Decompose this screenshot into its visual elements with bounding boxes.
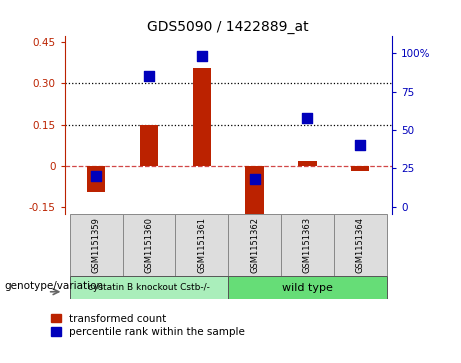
Bar <box>298 161 317 166</box>
Text: cystatin B knockout Cstb-/-: cystatin B knockout Cstb-/- <box>88 283 210 292</box>
Bar <box>140 125 158 166</box>
Legend: transformed count, percentile rank within the sample: transformed count, percentile rank withi… <box>51 314 245 337</box>
Bar <box>87 166 106 192</box>
Text: wild type: wild type <box>282 283 333 293</box>
Text: GSM1151360: GSM1151360 <box>144 217 154 273</box>
Bar <box>228 276 387 299</box>
Bar <box>281 214 334 276</box>
Point <box>145 73 153 79</box>
Text: GSM1151362: GSM1151362 <box>250 217 259 273</box>
Bar <box>175 214 228 276</box>
Point <box>198 53 206 59</box>
Bar <box>351 166 369 171</box>
Text: GSM1151364: GSM1151364 <box>356 217 365 273</box>
Bar <box>70 214 123 276</box>
Title: GDS5090 / 1422889_at: GDS5090 / 1422889_at <box>148 20 309 34</box>
Point <box>251 176 258 182</box>
Bar <box>228 214 281 276</box>
Bar <box>334 214 387 276</box>
Point <box>93 173 100 179</box>
Text: GSM1151359: GSM1151359 <box>92 217 100 273</box>
Text: GSM1151363: GSM1151363 <box>303 217 312 273</box>
Bar <box>123 214 175 276</box>
Point <box>356 142 364 148</box>
Bar <box>70 276 228 299</box>
Text: genotype/variation: genotype/variation <box>5 281 104 291</box>
Bar <box>193 68 211 166</box>
Point <box>304 115 311 121</box>
Text: GSM1151361: GSM1151361 <box>197 217 207 273</box>
Bar <box>245 166 264 217</box>
